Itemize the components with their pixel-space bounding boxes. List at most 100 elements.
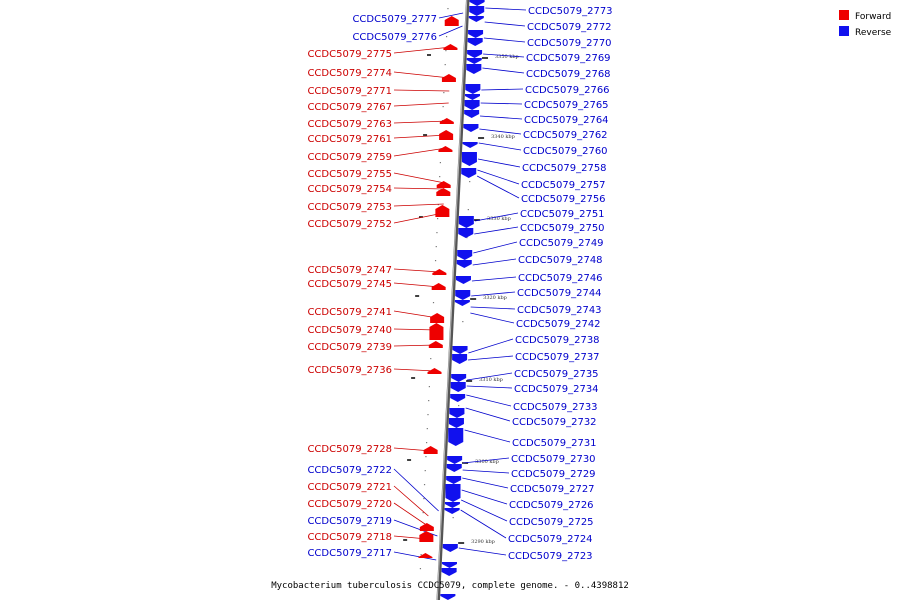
reverse-gene-19 [456,260,472,268]
feature-dot [452,517,454,519]
forward-gene-label: CCDC5079_2761 [307,134,392,145]
reverse-gene-35 [444,502,460,508]
reverse-gene-25 [451,374,467,382]
reverse-connector-right [462,469,510,474]
forward-gene-1 [443,44,458,50]
forward-gene-15 [423,446,438,454]
feature-dot [467,209,469,211]
reverse-connector-right [466,385,513,389]
reverse-connector-left [438,25,463,37]
reverse-connector-right [468,355,514,361]
forward-gene-label: CCDC5079_2728 [307,444,392,455]
forward-gene-label: CCDC5079_2753 [307,202,392,213]
reverse-gene-16 [458,216,474,228]
legend-reverse-swatch [839,26,849,36]
genome-caption: Mycobacterium tuberculosis CCDC5079, com… [271,581,629,591]
forward-connector [393,368,436,372]
legend-reverse-label: Reverse [855,28,892,38]
forward-connector [393,485,429,517]
feature-dot [423,484,426,486]
reverse-gene-label-right: CCDC5079_2760 [523,146,608,157]
feature-dot [419,568,422,570]
forward-gene-11 [430,313,445,323]
reverse-gene-label-right: CCDC5079_2751 [520,209,605,220]
reverse-gene-label-right: CCDC5079_2734 [514,384,599,395]
reverse-gene-label-right: CCDC5079_2725 [509,517,594,528]
reverse-gene-14 [461,152,477,166]
reverse-gene-22 [454,300,470,306]
reverse-gene-label-right: CCDC5079_2768 [526,69,611,80]
scale-tick-label: 3340 kbp [491,134,515,140]
legend-forward-swatch [839,10,849,20]
forward-gene-label: CCDC5079_2736 [307,365,392,376]
reverse-gene-label-right: CCDC5079_2749 [519,238,604,249]
forward-connector [393,172,445,184]
reverse-gene-label-right: CCDC5079_2758 [522,163,607,174]
forward-connector [393,46,452,54]
reverse-gene-5 [467,50,483,58]
reverse-gene-9 [464,94,480,100]
feature-dot [439,162,441,164]
reverse-gene-10 [464,100,480,110]
feature-dot [434,260,437,262]
feature-dot [466,237,468,239]
feature-dot [423,498,425,500]
reverse-gene-label-right: CCDC5079_2764 [524,115,609,126]
feature-dot [437,218,439,220]
reverse-connector-right [460,509,507,539]
reverse-genes [440,0,485,600]
forward-gene-10 [431,283,446,290]
reverse-gene-label-right: CCDC5079_2738 [515,335,600,346]
feature-dot [436,232,438,234]
gene-labels: CCDC5079_2775 CCDC5079_2774 CCDC5079_2771 C… [307,6,612,562]
feature-dot [420,554,422,556]
scale-tick-label: 3300 kbp [475,459,499,465]
forward-gene-8 [435,205,450,217]
forward-gene-16 [419,523,434,531]
reverse-connector-right [479,128,522,135]
forward-connector [393,502,429,527]
reverse-connector-right [483,53,525,58]
forward-gene-label: CCDC5079_2739 [307,342,392,353]
reverse-gene-32 [446,464,462,472]
forward-gene-18 [418,553,433,558]
reverse-gene-label-left: CCDC5079_2717 [307,548,392,559]
reverse-connector-right [472,258,517,266]
forward-gene-2 [441,74,456,82]
forward-gene-17 [419,531,434,542]
reverse-gene-3 [468,30,484,38]
feature-dot [462,321,464,323]
feature-dot [439,176,441,178]
reverse-gene-21 [455,290,471,300]
reverse-connector-right [471,276,517,282]
forward-gene-4 [439,130,454,140]
forward-connector [393,89,450,92]
forward-gene-13 [428,341,443,348]
forward-connector [393,120,448,124]
reverse-connector-right [462,477,509,489]
forward-gene-label: CCDC5079_2763 [307,119,392,130]
reverse-gene-label-right: CCDC5079_2726 [509,500,594,511]
reverse-gene-label-right: CCDC5079_2748 [518,255,603,266]
reverse-gene-label-left: CCDC5079_2777 [352,14,437,25]
feature-dot [424,470,426,472]
reverse-connector-right [481,88,524,91]
reverse-connector-right [460,499,508,522]
forward-gene-5 [438,146,453,152]
feature-dot [469,181,471,183]
reverse-gene-27 [450,394,466,402]
reverse-gene-label-right: CCDC5079_2773 [528,6,613,17]
scale-tick-label: 3330 kbp [487,216,511,222]
reverse-connector-right [458,547,507,556]
forward-gene-14 [427,368,442,374]
reverse-gene-30 [448,428,464,446]
reverse-gene-label-right: CCDC5079_2731 [512,438,597,449]
reverse-gene-20 [455,276,471,284]
reverse-connector-right [474,226,519,235]
forward-connector [393,268,441,273]
reverse-connector-right [471,291,516,297]
reverse-gene-label-left: CCDC5079_2722 [307,465,392,476]
reverse-connector-right [470,306,516,310]
forward-connector [393,187,445,190]
feature-dot [430,358,432,360]
